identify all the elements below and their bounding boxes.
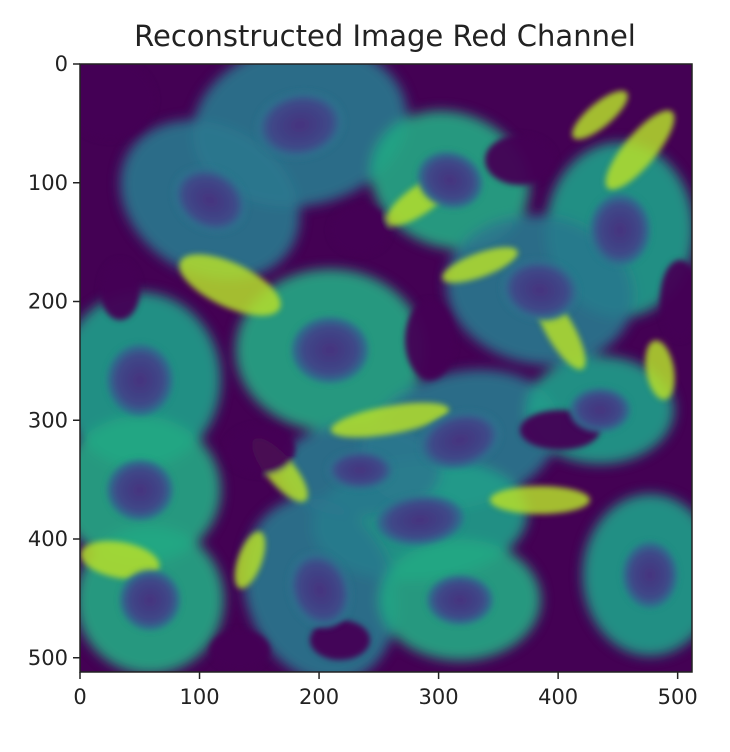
background-gap bbox=[100, 260, 140, 320]
cell-nucleus bbox=[288, 552, 352, 628]
cell-edge-layer bbox=[80, 64, 692, 670]
bright-edge bbox=[645, 340, 675, 400]
bright-edge bbox=[179, 254, 281, 316]
cell-nucleus bbox=[569, 388, 631, 432]
bright-edge bbox=[330, 402, 450, 438]
bright-edge bbox=[234, 531, 266, 589]
x-axis: 0 100 200 300 400 500 bbox=[73, 672, 698, 709]
cell-nucleus bbox=[173, 167, 247, 233]
cell-nucleus bbox=[119, 569, 181, 631]
cell-nucleus bbox=[501, 259, 579, 321]
x-tick-label: 100 bbox=[179, 685, 219, 709]
y-tick-label: 100 bbox=[28, 171, 68, 195]
cell-nucleus bbox=[107, 459, 173, 521]
y-axis: 0 100 200 300 400 500 bbox=[28, 52, 80, 670]
background-gap bbox=[310, 620, 370, 660]
bright-edge bbox=[605, 110, 675, 190]
y-tick-label: 300 bbox=[28, 408, 68, 432]
nucleus-layer bbox=[107, 91, 678, 631]
background-gap bbox=[405, 300, 455, 380]
background-gap bbox=[225, 425, 295, 475]
bright-edge bbox=[442, 247, 518, 283]
x-tick-label: 200 bbox=[299, 685, 339, 709]
background-gap bbox=[485, 135, 555, 185]
cell-nucleus bbox=[327, 450, 393, 490]
axes-frame bbox=[79, 63, 693, 673]
bright-edge bbox=[80, 540, 160, 580]
cell-nucleus bbox=[622, 542, 678, 608]
cell-nucleus bbox=[107, 344, 173, 416]
cell-nucleus bbox=[291, 317, 369, 383]
background-gap bbox=[330, 205, 390, 255]
y-tick-label: 400 bbox=[28, 527, 68, 551]
cell-nucleus bbox=[589, 194, 651, 266]
cell-nucleus bbox=[419, 411, 501, 469]
y-tick-label: 0 bbox=[55, 52, 68, 76]
y-tick-label: 200 bbox=[28, 290, 68, 314]
y-tick-label: 500 bbox=[28, 646, 68, 670]
background-gap bbox=[660, 260, 692, 340]
background-gap bbox=[80, 64, 155, 140]
x-tick-label: 300 bbox=[419, 685, 459, 709]
cell-nucleus bbox=[427, 575, 493, 625]
x-tick-label: 400 bbox=[538, 685, 578, 709]
chart-title: Reconstructed Image Red Channel bbox=[134, 19, 636, 53]
x-tick-label: 500 bbox=[658, 685, 698, 709]
cell-nucleus bbox=[376, 495, 464, 545]
bright-edge bbox=[572, 90, 628, 140]
x-tick-label: 0 bbox=[73, 685, 86, 709]
heatmap-image bbox=[80, 64, 692, 672]
cell-nucleus bbox=[256, 91, 344, 159]
background-gap bbox=[210, 630, 270, 670]
bright-edge bbox=[490, 486, 590, 514]
cell-nucleus bbox=[417, 151, 483, 209]
